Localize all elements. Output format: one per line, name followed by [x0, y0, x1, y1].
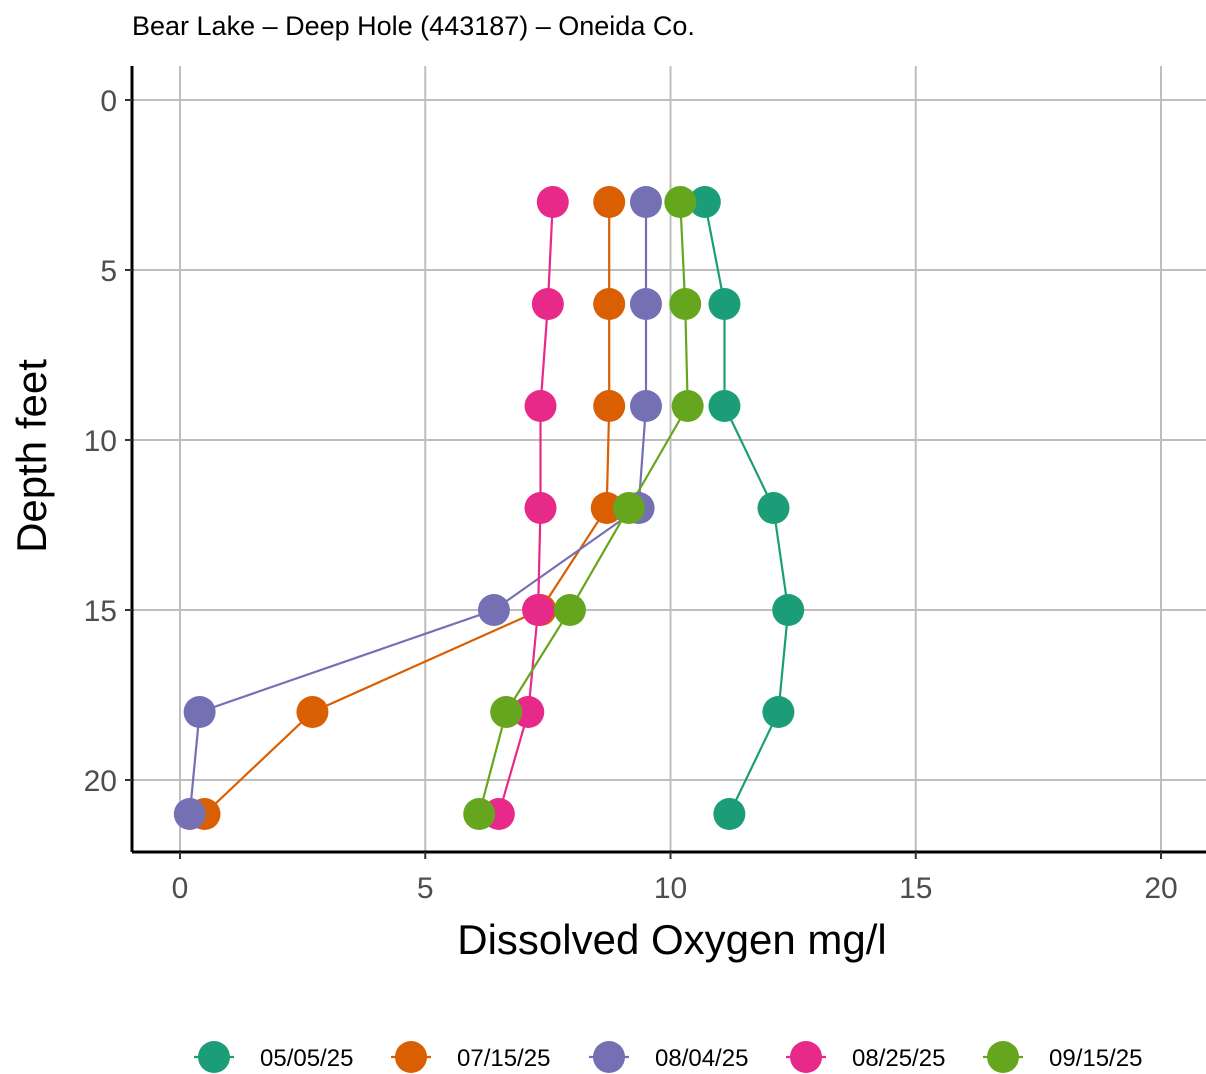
data-point — [593, 390, 626, 422]
legend-label: 09/15/25 — [1049, 1045, 1142, 1072]
data-point — [490, 696, 523, 728]
data-point — [688, 186, 721, 218]
x-tick-label: 15 — [899, 872, 932, 905]
axes: 0 5 10 15 20 0 5 10 15 20 — [84, 66, 1206, 905]
grid — [132, 66, 1206, 852]
legend-key-point — [790, 1041, 822, 1073]
data-point — [762, 696, 795, 728]
legend-item: 08/04/25 — [589, 1041, 748, 1073]
data-point — [593, 288, 626, 320]
legend-item: 08/25/25 — [786, 1041, 945, 1073]
data-point — [173, 798, 206, 830]
legend-key-point — [198, 1041, 230, 1073]
data-point — [524, 492, 557, 524]
legend-item: 05/05/25 — [194, 1041, 353, 1073]
data-point — [708, 390, 741, 422]
data-point — [629, 390, 662, 422]
x-tick-label: 10 — [654, 872, 687, 905]
x-tick-label: 20 — [1144, 872, 1177, 905]
x-tick-label: 5 — [417, 872, 434, 905]
data-point — [524, 390, 557, 422]
data-point — [664, 186, 697, 218]
data-point — [629, 186, 662, 218]
data-point — [671, 390, 704, 422]
x-tick-label: 0 — [172, 872, 189, 905]
x-axis-title: Dissolved Oxygen mg/l — [457, 916, 887, 963]
data-point — [629, 288, 662, 320]
data-point — [536, 186, 569, 218]
data-point — [590, 492, 623, 524]
legend: 05/05/25 07/15/25 08/04/25 08/25/25 09/15/25 — [194, 1041, 1142, 1073]
series-line — [188, 202, 648, 815]
y-tick-label: 5 — [100, 255, 117, 288]
y-tick-label: 10 — [84, 425, 117, 458]
y-tick-label: 0 — [100, 85, 117, 118]
data-point — [296, 696, 329, 728]
legend-key-point — [987, 1041, 1019, 1073]
y-tick-label: 15 — [84, 595, 117, 628]
chart-title: Bear Lake – Deep Hole (443187) – Oneida … — [132, 11, 695, 41]
legend-label: 07/15/25 — [457, 1045, 550, 1072]
data-point — [512, 696, 545, 728]
legend-key-point — [395, 1041, 427, 1073]
legend-item: 09/15/25 — [983, 1041, 1142, 1073]
data-point — [772, 594, 805, 626]
data-point — [669, 288, 702, 320]
data-point — [757, 492, 790, 524]
legend-item: 07/15/25 — [391, 1041, 550, 1073]
data-point — [708, 288, 741, 320]
data-point — [463, 798, 496, 830]
data-point — [713, 798, 746, 830]
data-point — [477, 594, 510, 626]
data-point — [183, 696, 216, 728]
data-point — [593, 186, 626, 218]
legend-label: 08/04/25 — [655, 1045, 748, 1072]
y-axis-title: Depth feet — [8, 359, 55, 553]
legend-label: 08/25/25 — [852, 1045, 945, 1072]
legend-key-point — [593, 1041, 625, 1073]
legend-label: 05/05/25 — [260, 1045, 353, 1072]
data-point — [553, 594, 586, 626]
series-layer — [173, 186, 805, 830]
data-point — [522, 594, 555, 626]
y-tick-label: 20 — [84, 765, 117, 798]
data-point — [612, 492, 645, 524]
data-point — [531, 288, 564, 320]
